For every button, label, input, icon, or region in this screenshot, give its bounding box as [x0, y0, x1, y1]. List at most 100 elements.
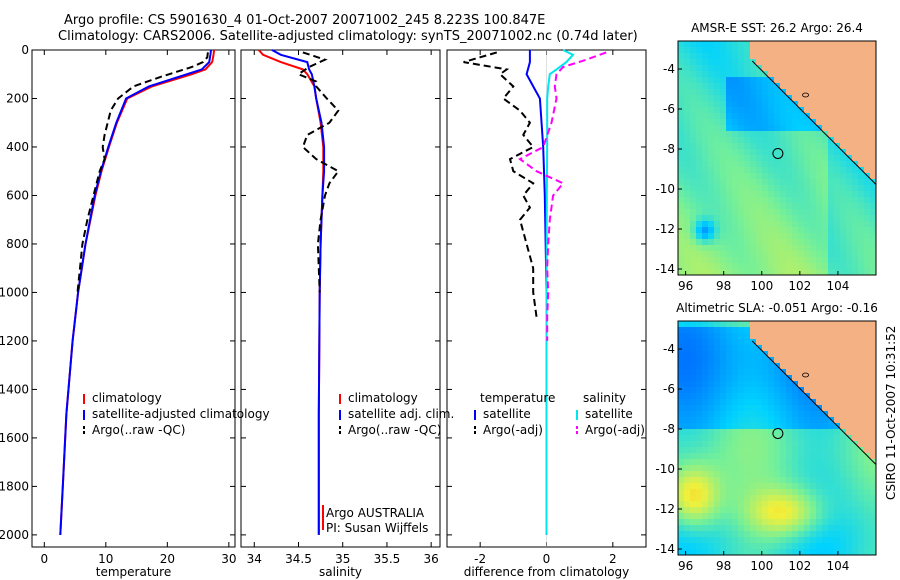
map-cell: [702, 387, 709, 394]
map-cell: [858, 549, 865, 556]
map-cell: [726, 167, 733, 174]
map-cell: [846, 405, 853, 412]
map-cell: [762, 543, 769, 550]
map-cell: [774, 131, 781, 138]
map-cell: [714, 345, 721, 352]
map-cell: [714, 185, 721, 192]
legend-diff-temp-argo-text: Argo(-adj): [483, 423, 543, 437]
map-cell: [732, 233, 739, 240]
map-cell: [708, 375, 715, 382]
map-cell: [738, 477, 745, 484]
map-cell: [852, 239, 859, 246]
map-cell: [840, 185, 847, 192]
map-cell: [786, 65, 793, 72]
map-cell: [714, 393, 721, 400]
map-cell: [696, 65, 703, 72]
map-cell: [714, 369, 721, 376]
map-cell: [756, 387, 763, 394]
map-cell: [696, 203, 703, 210]
map-cell: [792, 525, 799, 532]
map-cell: [756, 483, 763, 490]
map-cell: [822, 453, 829, 460]
map-cell: [678, 375, 685, 382]
map-cell: [822, 47, 829, 54]
map-cell: [780, 453, 787, 460]
map-cell: [792, 435, 799, 442]
map-cell: [798, 125, 805, 132]
map-cell: [792, 501, 799, 508]
map-cell: [708, 453, 715, 460]
map-cell: [822, 185, 829, 192]
map-cell: [792, 369, 799, 376]
legend-sal-argo-text: Argo(..raw -QC): [348, 423, 441, 437]
map-cell: [714, 471, 721, 478]
map-cell: [726, 441, 733, 448]
map-cell: [678, 239, 685, 246]
map-cell: [870, 101, 877, 108]
map-cell: [732, 251, 739, 258]
map-cell: [744, 525, 751, 532]
map-cell: [768, 411, 775, 418]
map-cell: [834, 519, 841, 526]
map-cell: [816, 53, 823, 60]
map-cell: [840, 257, 847, 264]
map-cell: [738, 167, 745, 174]
map-cell: [750, 107, 757, 114]
map-cell: [810, 423, 817, 430]
map-cell: [774, 95, 781, 102]
map-cell: [720, 549, 727, 556]
map-cell: [864, 537, 871, 544]
map-cell: [750, 227, 757, 234]
map-cell: [858, 339, 865, 346]
map-cell: [810, 501, 817, 508]
map-cell: [846, 423, 853, 430]
map-cell: [690, 387, 697, 394]
map-cell: [714, 47, 721, 54]
map-cell: [720, 137, 727, 144]
map-cell: [678, 483, 685, 490]
map-cell: [678, 345, 685, 352]
map-cell: [768, 179, 775, 186]
map-cell: [714, 65, 721, 72]
map-cell: [768, 387, 775, 394]
map-cell: [816, 227, 823, 234]
map-cell: [738, 459, 745, 466]
map-cell: [708, 263, 715, 270]
map-cell: [780, 269, 787, 276]
map-cell: [846, 333, 853, 340]
map-cell: [870, 161, 877, 168]
map-cell: [762, 203, 769, 210]
map-cell: [834, 465, 841, 472]
map-cell: [816, 507, 823, 514]
map-cell: [852, 471, 859, 478]
map-cell: [696, 269, 703, 276]
map-cell: [762, 65, 769, 72]
map-cell: [822, 233, 829, 240]
map-cell: [792, 251, 799, 258]
map-cell: [834, 107, 841, 114]
map-cell: [774, 197, 781, 204]
map-cell: [714, 441, 721, 448]
map-cell: [780, 215, 787, 222]
map-cell: [732, 321, 739, 328]
map-cell: [726, 483, 733, 490]
map-cell: [720, 77, 727, 84]
map-cell: [702, 179, 709, 186]
map-cell: [696, 495, 703, 502]
map-cell: [720, 155, 727, 162]
map-cell: [822, 381, 829, 388]
map-cell: [696, 501, 703, 508]
map-cell: [762, 387, 769, 394]
map-cell: [840, 119, 847, 126]
map-cell: [870, 465, 877, 472]
map-cell: [822, 441, 829, 448]
map-cell: [804, 453, 811, 460]
map-cell: [678, 543, 685, 550]
map-cell: [846, 47, 853, 54]
map-cell: [690, 483, 697, 490]
map-cell: [684, 525, 691, 532]
map-cell: [828, 483, 835, 490]
map-cell: [864, 465, 871, 472]
map-cell: [744, 489, 751, 496]
map-cell: [834, 131, 841, 138]
